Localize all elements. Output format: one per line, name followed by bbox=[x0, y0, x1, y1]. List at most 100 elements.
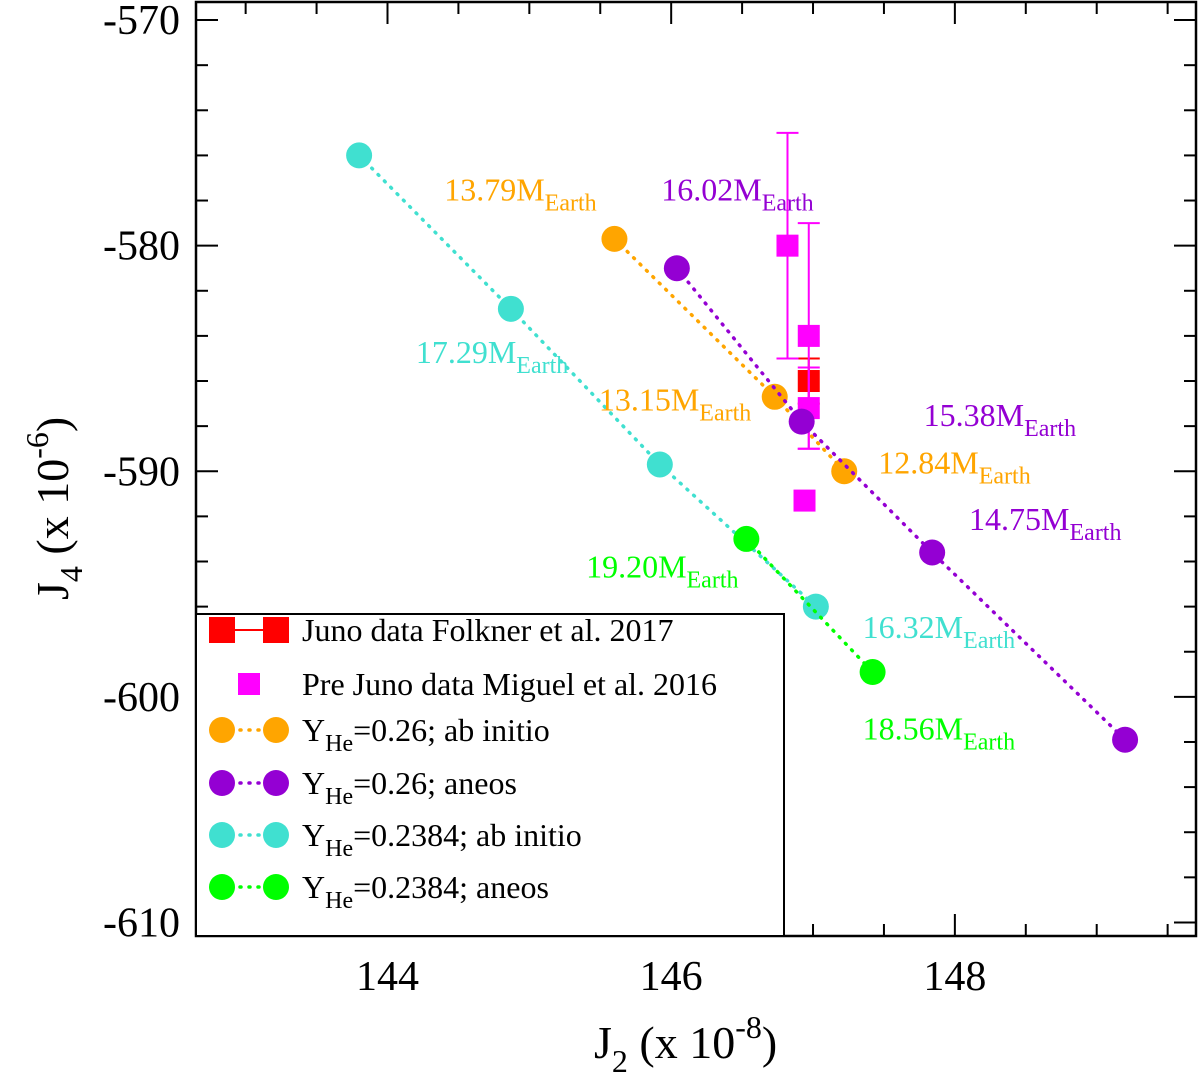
mass-annotation-value: 16.32M bbox=[863, 609, 963, 645]
legend-label-main: Y bbox=[302, 817, 325, 853]
legend-marker bbox=[209, 717, 235, 743]
mass-annotation: 13.15MEarth bbox=[599, 381, 751, 426]
y-axis-label-sup: -6 bbox=[19, 432, 55, 459]
data-point bbox=[663, 255, 690, 282]
legend-label-rest: =0.2384; aneos bbox=[353, 869, 549, 905]
y-axis-label-main: J bbox=[27, 582, 78, 600]
series-layer bbox=[346, 131, 1139, 753]
data-point bbox=[601, 225, 628, 252]
legend-label-sub: He bbox=[325, 784, 353, 810]
legend-label-main: Y bbox=[302, 765, 325, 801]
mass-annotation-value: 17.29M bbox=[416, 334, 516, 370]
legend-label: YHe=0.2384; aneos bbox=[302, 869, 549, 914]
legend-marker bbox=[263, 822, 289, 848]
y-tick-label: -590 bbox=[103, 449, 180, 495]
legend-label: YHe=0.26; aneos bbox=[302, 765, 517, 810]
x-axis-label-close: ) bbox=[762, 1017, 777, 1068]
y-axis-label: J4 (x 10-6) bbox=[19, 417, 89, 600]
data-point bbox=[497, 295, 524, 322]
x-axis-label-sup: -8 bbox=[735, 1009, 762, 1045]
mass-annotation-value: 12.84M bbox=[878, 445, 978, 481]
legend-label-sub: He bbox=[325, 731, 353, 757]
mass-annotation-unit: Earth bbox=[1024, 416, 1076, 442]
mass-annotation-value: 13.79M bbox=[444, 172, 544, 208]
mass-annotation-unit: Earth bbox=[762, 191, 814, 217]
mass-annotation-value: 14.75M bbox=[969, 501, 1069, 537]
mass-annotation: 16.32MEarth bbox=[863, 609, 1015, 654]
legend-item: Juno data Folkner et al. 2017 bbox=[209, 612, 673, 648]
legend-item: YHe=0.2384; ab initio bbox=[209, 817, 582, 862]
legend-label: Pre Juno data Miguel et al. 2016 bbox=[302, 666, 717, 702]
data-point bbox=[859, 659, 886, 686]
data-point bbox=[346, 142, 373, 169]
legend-label-rest: =0.2384; ab initio bbox=[353, 817, 582, 853]
mass-annotation-unit: Earth bbox=[516, 353, 568, 379]
legend-marker bbox=[209, 874, 235, 900]
mass-annotation-unit: Earth bbox=[1070, 520, 1122, 546]
y-tick-label: -610 bbox=[103, 900, 180, 946]
legend-marker bbox=[209, 617, 235, 643]
legend-marker bbox=[238, 673, 260, 695]
legend-label-rest: =0.26; ab initio bbox=[353, 712, 550, 748]
annotations: 13.79MEarth 16.02MEarth17.29MEarth13.15ME… bbox=[416, 172, 1122, 756]
legend-label-main: Y bbox=[302, 869, 325, 905]
mass-annotation-unit: Earth bbox=[979, 464, 1031, 490]
mass-annotation-value: 18.56M bbox=[863, 711, 963, 747]
mass-annotation-value: 15.38M bbox=[924, 397, 1024, 433]
mass-annotation: 12.84MEarth bbox=[878, 445, 1030, 490]
legend: Juno data Folkner et al. 2017 Pre Juno da… bbox=[195, 612, 785, 937]
mass-annotation: 13.79MEarth bbox=[444, 172, 596, 217]
data-point-square bbox=[793, 489, 816, 512]
mass-annotation-unit: Earth bbox=[545, 191, 597, 217]
mass-annotation-unit: Earth bbox=[687, 567, 739, 593]
legend-label-sub: He bbox=[325, 888, 353, 914]
legend-label: Juno data Folkner et al. 2017 bbox=[302, 612, 673, 648]
legend-label-main: Y bbox=[302, 712, 325, 748]
data-point bbox=[831, 458, 858, 485]
x-axis-label-rest: (x 10 bbox=[628, 1017, 735, 1068]
y-tick-label: -600 bbox=[103, 675, 180, 721]
legend-marker bbox=[263, 717, 289, 743]
series-4 bbox=[346, 142, 829, 620]
series-line bbox=[675, 266, 1127, 742]
data-point bbox=[788, 408, 815, 435]
data-point-square bbox=[797, 324, 820, 347]
legend-box bbox=[195, 613, 785, 937]
mass-annotation: 15.38MEarth bbox=[924, 397, 1076, 442]
data-point bbox=[802, 593, 829, 620]
series-2 bbox=[601, 225, 858, 485]
series-line bbox=[357, 153, 818, 609]
legend-marker bbox=[209, 770, 235, 796]
mass-annotation-unit: Earth bbox=[699, 400, 751, 426]
legend-label-text: Juno data Folkner et al. 2017 bbox=[302, 612, 673, 648]
legend-item: Pre Juno data Miguel et al. 2016 bbox=[238, 666, 717, 702]
x-axis-label: J2 (x 10-8) bbox=[594, 1009, 777, 1079]
y-axis-label-rest: (x 10 bbox=[27, 459, 78, 566]
legend-label-rest: =0.26; aneos bbox=[353, 765, 517, 801]
mass-annotation: 16.02MEarth bbox=[661, 172, 813, 217]
y-axis-label-sub: 4 bbox=[53, 566, 89, 582]
mass-annotation: 19.20MEarth bbox=[586, 548, 738, 593]
mass-annotation: 14.75MEarth bbox=[969, 501, 1121, 546]
legend-label: YHe=0.2384; ab initio bbox=[302, 817, 582, 862]
legend-item: YHe=0.26; aneos bbox=[209, 765, 517, 810]
data-point bbox=[919, 539, 946, 566]
y-tick-label: -580 bbox=[103, 224, 180, 270]
mass-annotation-value: 16.02M bbox=[661, 172, 761, 208]
legend-marker bbox=[263, 617, 289, 643]
y-axis-label-close: ) bbox=[27, 417, 78, 432]
y-tick-label: -570 bbox=[103, 0, 180, 44]
legend-marker bbox=[209, 822, 235, 848]
x-tick-label: 146 bbox=[640, 954, 703, 1000]
series-line bbox=[744, 537, 875, 674]
legend-label-text: Pre Juno data Miguel et al. 2016 bbox=[302, 666, 717, 702]
legend-marker bbox=[263, 874, 289, 900]
mass-annotation-value: 19.20M bbox=[586, 548, 686, 584]
mass-annotation-value: 13.15M bbox=[599, 381, 699, 417]
x-axis-label-main: J bbox=[594, 1017, 612, 1068]
legend-item: YHe=0.2384; aneos bbox=[209, 869, 549, 914]
mass-annotation-unit: Earth bbox=[963, 730, 1015, 756]
data-point bbox=[733, 525, 760, 552]
mass-annotation: 18.56MEarth bbox=[863, 711, 1015, 756]
series-5 bbox=[733, 525, 886, 686]
